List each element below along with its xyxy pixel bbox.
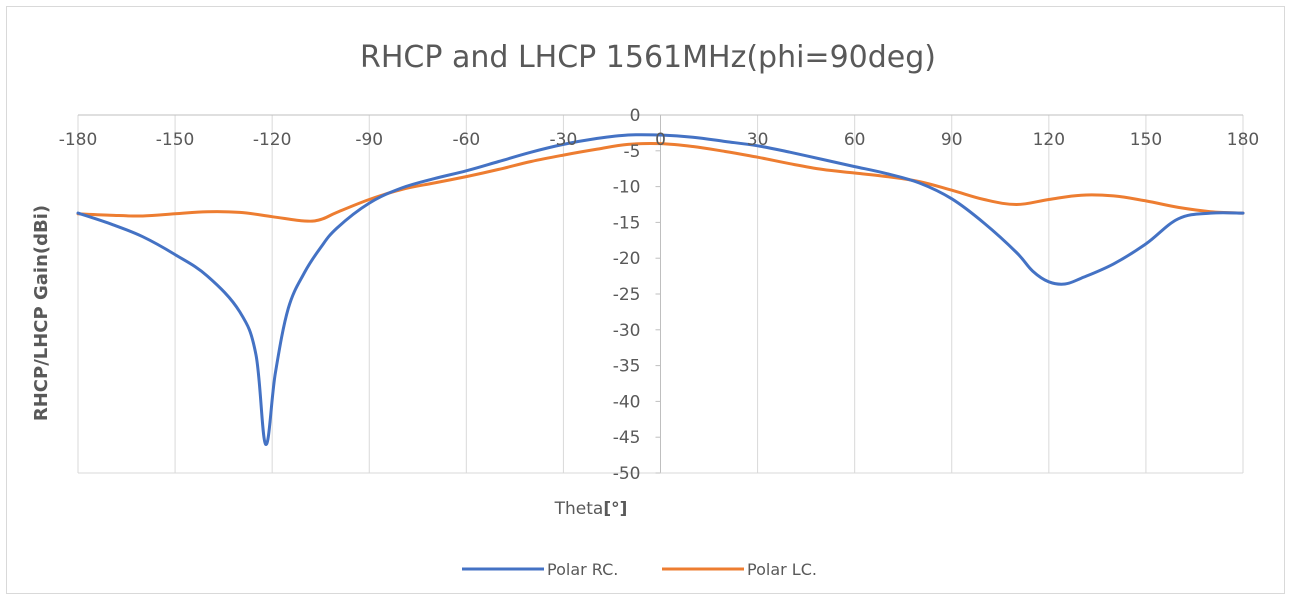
y-tick-label: -45 — [613, 428, 641, 448]
y-tick-labels: 0 -5 -10 -15 -20 -25 -30 -35 -40 -45 -50 — [613, 106, 641, 484]
y-axis-label: RHCP/LHCP Gain(dBi) — [31, 205, 52, 421]
chart-title: RHCP and LHCP 1561MHz(phi=90deg) — [360, 40, 936, 75]
y-tick-label: -5 — [624, 142, 641, 162]
x-tick-label: -150 — [156, 130, 195, 150]
series-lines — [76, 133, 1245, 446]
x-tick-label: 180 — [1227, 130, 1259, 150]
y-tick-label: -50 — [613, 464, 641, 484]
x-tick-label: 30 — [747, 130, 769, 150]
x-tick-label: -90 — [355, 130, 383, 150]
x-tick-label: 120 — [1033, 130, 1065, 150]
y-tick-label: -25 — [613, 285, 641, 305]
x-tick-labels: -180 -150 -120 -90 -60 -30 0 30 60 90 120 150 180 — [59, 130, 1260, 150]
x-tick-label: 0 — [655, 130, 666, 150]
x-axis-label: Theta[°] — [554, 499, 628, 519]
x-tick-label: 90 — [941, 130, 963, 150]
x-axis-label-plain: Theta — [554, 499, 604, 519]
legend: Polar RC. Polar LC. — [462, 560, 817, 579]
x-tick-label: 60 — [844, 130, 866, 150]
y-tick-label: -30 — [613, 321, 641, 341]
legend-label-polar-lc: Polar LC. — [747, 560, 817, 579]
series-line-polar-rc — [76, 133, 1245, 446]
series-line-polar-lc — [76, 141, 1245, 223]
y-tick-label: -20 — [613, 249, 641, 269]
x-tick-label: -60 — [452, 130, 480, 150]
x-tick-label: -30 — [550, 130, 578, 150]
x-axis-label-unit: [°] — [603, 499, 627, 519]
y-tick-label: -35 — [613, 357, 641, 377]
y-tick-label: -15 — [613, 213, 641, 233]
x-tick-label: -180 — [59, 130, 98, 150]
y-tick-label: 0 — [630, 106, 641, 126]
grid-lines — [77, 115, 1244, 473]
y-tick-label: -10 — [613, 178, 641, 198]
y-tick-label: -40 — [613, 392, 641, 412]
x-tick-label: -120 — [253, 130, 292, 150]
axes — [78, 114, 1243, 474]
chart-container — [6, 6, 1285, 594]
legend-label-polar-rc: Polar RC. — [547, 560, 618, 579]
x-tick-label: 150 — [1130, 130, 1162, 150]
